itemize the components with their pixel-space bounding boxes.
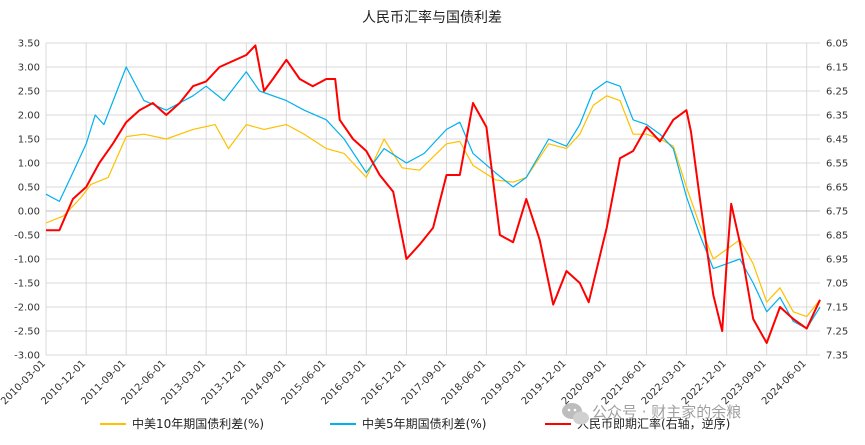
legend-label-0: 中美10年期国债利差(%)	[132, 416, 264, 431]
right-tick-label: 6.65	[826, 183, 848, 194]
left-tick-label: -2.00	[14, 303, 40, 314]
right-tick-label: 7.25	[826, 327, 848, 338]
left-tick-label: -0.50	[14, 231, 40, 242]
series-line-2	[46, 44, 821, 344]
plot-area	[45, 44, 821, 344]
right-axis: 6.05 6.15 6.25 6.35 6.45 6.55 6.65 6.75 6.85 6.95…	[826, 39, 848, 362]
right-tick-label: 6.85	[826, 231, 848, 242]
left-tick-label: 0.00	[18, 207, 40, 218]
series-line-0	[45, 95, 821, 318]
watermark: 公众号 · 财主家的余粮	[562, 403, 741, 425]
right-tick-label: 7.15	[826, 303, 848, 314]
right-tick-label: 6.35	[826, 111, 848, 122]
legend-label-1: 中美5年期国债利差(%)	[362, 416, 486, 431]
left-tick-label: 1.50	[18, 135, 40, 146]
left-tick-label: 3.00	[18, 63, 40, 74]
chart-title: 人民币汇率与国债利差	[362, 9, 502, 26]
left-tick-label: 0.50	[18, 183, 40, 194]
right-tick-label: 6.45	[826, 135, 848, 146]
left-tick-label: 2.00	[18, 111, 40, 122]
series-line-1	[45, 66, 821, 330]
left-axis: 3.50 3.00 2.50 2.00 1.50 1.00 0.50 0.00 -0.50 -1.…	[14, 39, 40, 362]
right-tick-label: 6.05	[826, 39, 848, 50]
left-tick-label: 2.50	[18, 87, 40, 98]
x-axis: 2010-03-012010-12-012011-09-012012-06-01…	[0, 358, 809, 407]
grid	[45, 42, 820, 356]
right-tick-label: 6.95	[826, 255, 848, 266]
left-tick-label: 1.00	[18, 159, 40, 170]
right-tick-label: 6.15	[826, 63, 848, 74]
watermark-text: 公众号 · 财主家的余粮	[592, 403, 741, 421]
wechat-icon	[562, 403, 589, 425]
legend-label-2: 人民币即期汇率(右轴，逆序)	[577, 416, 730, 431]
legend: 中美10年期国债利差(%) 中美5年期国债利差(%) 人民币即期汇率(右轴，逆序)	[100, 416, 730, 431]
left-tick-label: -2.50	[14, 327, 40, 338]
right-tick-label: 6.55	[826, 159, 848, 170]
right-tick-label: 7.35	[826, 351, 848, 362]
left-tick-label: -3.00	[14, 351, 40, 362]
right-tick-label: 7.05	[826, 279, 848, 290]
left-tick-label: 3.50	[18, 39, 40, 50]
right-tick-label: 6.75	[826, 207, 848, 218]
left-tick-label: -1.50	[14, 279, 40, 290]
right-tick-label: 6.25	[826, 87, 848, 98]
left-tick-label: -1.00	[14, 255, 40, 266]
